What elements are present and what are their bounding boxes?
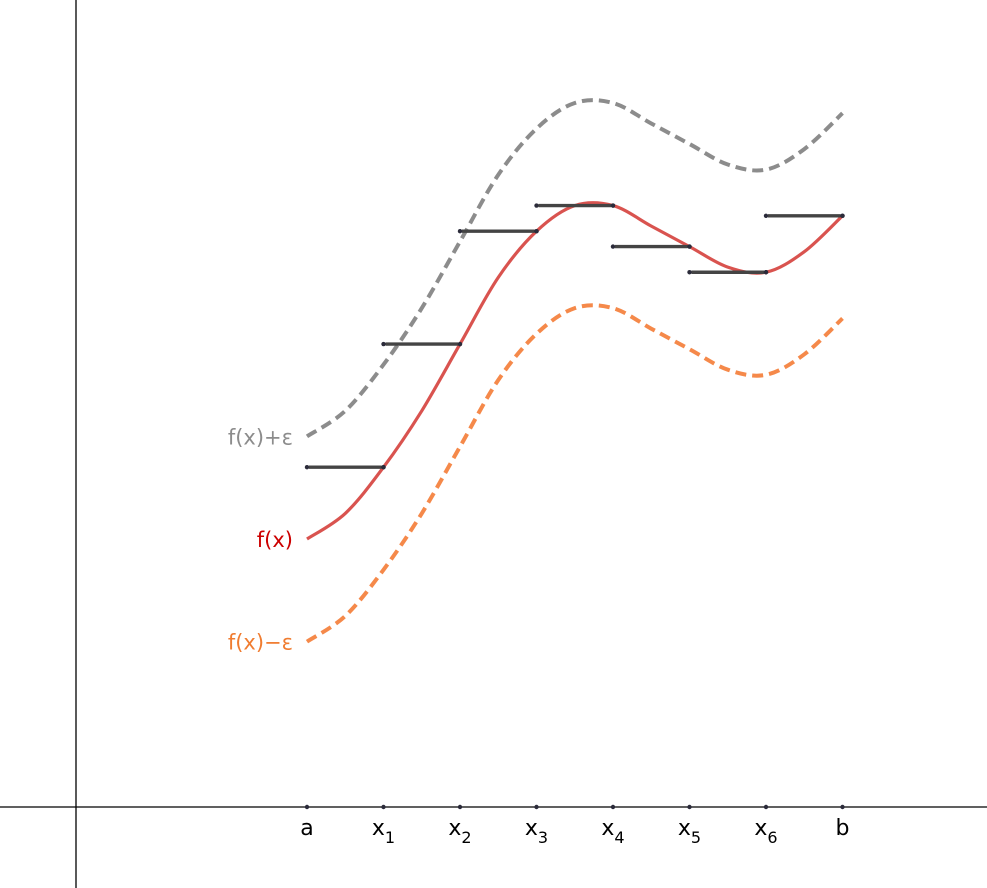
curve-point	[381, 464, 386, 470]
step-endpoint	[687, 270, 692, 275]
step-endpoint	[763, 213, 769, 219]
curve-point	[457, 341, 463, 347]
curve-f-upper	[305, 98, 844, 439]
step-endpoint	[381, 341, 386, 347]
step-endpoint	[610, 244, 616, 249]
tick-label-x5: x5	[678, 816, 701, 847]
tick-mark-x2	[457, 804, 463, 810]
tick-mark-x4	[610, 804, 616, 810]
tick-mark-x1	[381, 804, 386, 810]
curve-label-f-upper: f(x)+ε	[228, 425, 293, 449]
curve-point	[610, 203, 616, 208]
step-segments	[304, 203, 845, 470]
curve-label-f-lower: f(x)−ε	[228, 631, 293, 655]
curve-point	[687, 244, 692, 249]
tick-mark-a	[304, 804, 310, 810]
step-endpoint	[304, 464, 310, 470]
curve-f	[306, 201, 844, 541]
curves-layer	[305, 98, 844, 644]
tick-label-x3: x3	[525, 816, 548, 847]
tick-label-b: b	[836, 816, 850, 841]
tick-mark-x3	[534, 804, 539, 810]
tick-label-a: a	[300, 816, 313, 841]
tick-label-x6: x6	[754, 816, 777, 847]
tick-label-x4: x4	[601, 816, 624, 847]
curve-point	[534, 229, 539, 234]
curve-label-f: f(x)	[257, 528, 293, 552]
curve-f-lower	[305, 303, 844, 644]
x-tick-marks: a x1 x2 x3 x4 x5 x6 b	[300, 804, 850, 847]
tick-mark-x6	[763, 804, 769, 810]
tick-mark-b	[840, 804, 845, 810]
curve-labels: f(x)+ε f(x) f(x)−ε	[228, 425, 293, 654]
step-endpoint	[457, 229, 463, 234]
step-endpoint	[534, 203, 539, 208]
tick-label-x1: x1	[372, 816, 395, 847]
curve-point	[840, 213, 845, 219]
curve-point	[763, 270, 769, 275]
tick-label-x2: x2	[448, 816, 471, 847]
tick-mark-x5	[687, 804, 692, 810]
